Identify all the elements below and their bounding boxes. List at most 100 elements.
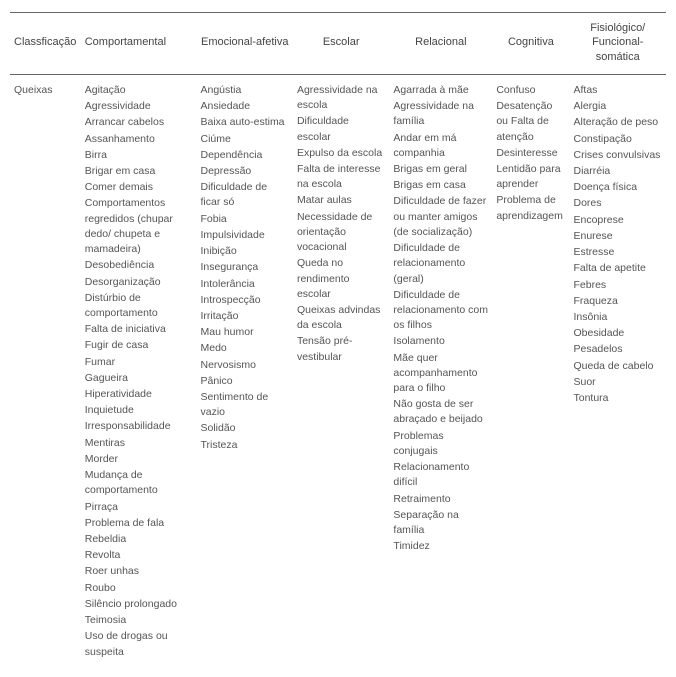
list-item: Roubo xyxy=(85,581,193,596)
list-item: Assanhamento xyxy=(85,132,193,147)
list-item: Teimosia xyxy=(85,613,193,628)
list-item: Alergia xyxy=(573,99,662,114)
list-item: Solidão xyxy=(200,421,288,436)
list-item: Insônia xyxy=(573,310,662,325)
list-item: Irresponsabilidade xyxy=(85,419,193,434)
list-item: Problemas conjugais xyxy=(393,429,488,459)
list-item: Desorganização xyxy=(85,275,193,290)
list-item: Sentimento de vazio xyxy=(200,390,288,420)
list-item: Agressividade xyxy=(85,99,193,114)
list-item: Roer unhas xyxy=(85,564,193,579)
list-item: Dependência xyxy=(200,148,288,163)
list-item: Pesadelos xyxy=(573,342,662,357)
list-item: Crises convulsivas xyxy=(573,148,662,163)
cell-cognitiva: ConfusoDesatenção ou Falta de atençãoDes… xyxy=(492,74,569,664)
list-item: Rebeldia xyxy=(85,532,193,547)
list-item: Retraimento xyxy=(393,492,488,507)
list-item: Agarrada à mãe xyxy=(393,83,488,98)
list-item: Relacionamento difícil xyxy=(393,460,488,490)
list-item: Hiperatividade xyxy=(85,387,193,402)
cell-relacional: Agarrada à mãeAgressividade na famíliaAn… xyxy=(389,74,492,664)
list-item: Expulso da escola xyxy=(297,146,385,161)
list-item: Isolamento xyxy=(393,334,488,349)
list-item: Mudança de comportamento xyxy=(85,468,193,498)
list-item: Birra xyxy=(85,148,193,163)
list-item: Desobediência xyxy=(85,258,193,273)
list-item: Falta de iniciativa xyxy=(85,322,193,337)
list-item: Inquietude xyxy=(85,403,193,418)
list-item: Mãe quer acompanhamento para o filho xyxy=(393,351,488,397)
list-item: Fumar xyxy=(85,355,193,370)
list-item: Necessidade de orientação vocacional xyxy=(297,210,385,256)
header-relacional: Relacional xyxy=(389,13,492,75)
list-item: Ansiedade xyxy=(200,99,288,114)
cell-fisiologico: AftasAlergiaAlteração de peso Constipação… xyxy=(569,74,666,664)
list-item: Fobia xyxy=(200,212,288,227)
list-item: Tensão pré-vestibular xyxy=(297,334,385,364)
list-item: Uso de drogas ou suspeita xyxy=(85,629,193,659)
list-item: Arrancar cabelos xyxy=(85,115,193,130)
list-item: Gagueira xyxy=(85,371,193,386)
list-item: Matar aulas xyxy=(297,193,385,208)
header-comportamental: Comportamental xyxy=(81,13,197,75)
list-item: Diarréia xyxy=(573,164,662,179)
list-item: Constipação xyxy=(573,132,662,147)
list-item: Depressão xyxy=(200,164,288,179)
header-emocional: Emocional-afetiva xyxy=(196,13,292,75)
list-item: Dores xyxy=(573,196,662,211)
classification-table: Classficação Comportamental Emocional-af… xyxy=(10,12,666,665)
list-item: Introspecção xyxy=(200,293,288,308)
list-item: Revolta xyxy=(85,548,193,563)
list-item: Brigas em casa xyxy=(393,178,488,193)
list-item: Queda de cabelo xyxy=(573,359,662,374)
header-classificacao: Classficação xyxy=(10,13,81,75)
list-item: Intolerância xyxy=(200,277,288,292)
list-item: Problema de aprendizagem xyxy=(496,193,565,223)
list-item: Estresse xyxy=(573,245,662,260)
list-item: Brigar em casa xyxy=(85,164,193,179)
list-item: Alteração de peso xyxy=(573,115,662,130)
cell-emocional: AngústiaAnsiedadeBaixa auto-estimaCiúmeD… xyxy=(196,74,292,664)
list-item: Obesidade xyxy=(573,326,662,341)
header-cognitiva: Cognitiva xyxy=(492,13,569,75)
list-item: Agressividade na escola xyxy=(297,83,385,113)
list-item: Aftas xyxy=(573,83,662,98)
list-item: Nervosismo xyxy=(200,358,288,373)
row-label: Queixas xyxy=(10,74,81,664)
list-item: Dificuldade de relacionamento com os fil… xyxy=(393,288,488,334)
list-item: Suor xyxy=(573,375,662,390)
list-item: Comer demais xyxy=(85,180,193,195)
list-item: Impulsividade xyxy=(200,228,288,243)
list-item: Irritação xyxy=(200,309,288,324)
cell-escolar: Agressividade na escolaDificuldade escol… xyxy=(293,74,389,664)
list-item: Agitação xyxy=(85,83,193,98)
list-item: Timidez xyxy=(393,539,488,554)
header-fisiologico: Fisiológico/ Funcional-somática xyxy=(569,13,666,75)
cell-comportamental: AgitaçãoAgressividadeArrancar cabelos Ass… xyxy=(81,74,197,664)
list-item: Desatenção ou Falta de atenção xyxy=(496,99,565,145)
list-item: Agressividade na família xyxy=(393,99,488,129)
list-item: Ciúme xyxy=(200,132,288,147)
list-item: Falta de interesse na escola xyxy=(297,162,385,192)
list-item: Lentidão para aprender xyxy=(496,162,565,192)
list-item: Encoprese xyxy=(573,213,662,228)
list-item: Silêncio prolongado xyxy=(85,597,193,612)
header-escolar: Escolar xyxy=(293,13,389,75)
list-item: Fraqueza xyxy=(573,294,662,309)
list-item: Andar em má companhia xyxy=(393,131,488,161)
list-item: Queda no rendimento escolar xyxy=(297,256,385,302)
list-item: Separação na família xyxy=(393,508,488,538)
list-item: Dificuldade de ficar só xyxy=(200,180,288,210)
list-item: Insegurança xyxy=(200,260,288,275)
list-item: Morder xyxy=(85,452,193,467)
list-item: Dificuldade de relacionamento (geral) xyxy=(393,241,488,287)
list-item: Dificuldade escolar xyxy=(297,114,385,144)
list-item: Angústia xyxy=(200,83,288,98)
list-item: Brigas em geral xyxy=(393,162,488,177)
list-item: Pânico xyxy=(200,374,288,389)
list-item: Doença física xyxy=(573,180,662,195)
list-item: Medo xyxy=(200,341,288,356)
table-row: Queixas AgitaçãoAgressividadeArrancar ca… xyxy=(10,74,666,664)
list-item: Enurese xyxy=(573,229,662,244)
list-item: Pirraça xyxy=(85,500,193,515)
